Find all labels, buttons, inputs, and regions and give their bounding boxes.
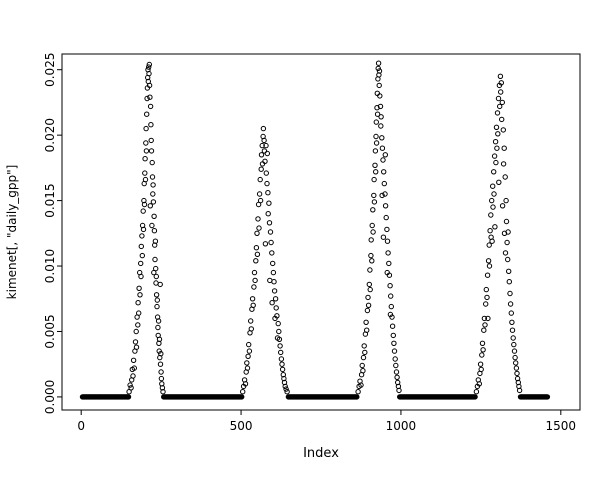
svg-text:1500: 1500: [546, 419, 577, 433]
svg-text:0.015: 0.015: [43, 183, 57, 217]
axes: 0 500 1000 1500 0.000 0.005 0.010 0.015 0.020 0.0…: [43, 53, 581, 433]
svg-text:0.020: 0.020: [43, 118, 57, 152]
svg-text:1000: 1000: [386, 419, 417, 433]
x-axis-title: Index: [303, 446, 339, 461]
svg-text:0.025: 0.025: [43, 53, 57, 87]
data-points: [79, 60, 551, 400]
svg-text:500: 500: [230, 419, 253, 433]
svg-text:0.010: 0.010: [43, 249, 57, 283]
svg-text:0: 0: [77, 419, 85, 433]
y-axis-title: kimenet[, "daily_gpp"]: [5, 165, 19, 300]
svg-text:0.000: 0.000: [43, 380, 57, 414]
svg-text:0.005: 0.005: [43, 314, 57, 348]
